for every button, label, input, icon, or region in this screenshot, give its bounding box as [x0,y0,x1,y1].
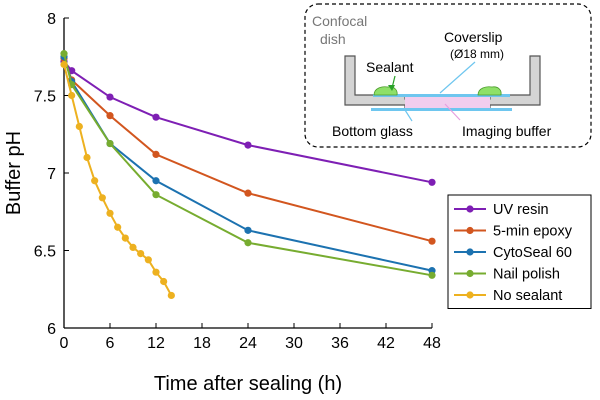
sealant-arrowhead [388,85,395,91]
bottom-glass-label: Bottom glass [332,123,413,139]
legend-label: Nail polish [493,267,560,283]
coverslip-size-label: (Ø18 mm) [450,47,504,61]
bottom-glass-pointer [404,109,413,122]
data-point [129,243,137,251]
data-point [152,150,160,158]
y-tick-label: 8 [47,11,56,28]
data-point [83,153,91,162]
data-point [75,122,83,131]
data-point [244,189,252,197]
imaging-buffer-shape [405,96,490,108]
data-point [60,50,68,58]
dish-label-line2: dish [320,31,346,47]
legend-item: 5-min epoxy [454,224,573,240]
series-no-sealant [60,60,175,300]
data-point [98,194,106,202]
series-layer [60,50,436,300]
data-point [114,223,122,231]
sealant-label: Sealant [366,59,414,75]
x-tick-label: 18 [193,335,211,352]
data-point [106,112,114,120]
legend-swatch-marker [466,226,474,235]
legend-label: No sealant [493,288,562,304]
data-point [428,178,436,186]
legend-item: No sealant [454,288,562,304]
coverslip-label: Coverslip [444,29,503,45]
legend-swatch-marker [466,269,474,278]
x-tick-label: 48 [423,335,441,352]
data-point [160,277,168,286]
data-point [106,93,114,101]
x-tick-label: 30 [285,335,303,352]
legend-swatch-marker [466,205,474,213]
x-tick-label: 0 [60,335,69,352]
legend-label: UV resin [493,202,549,218]
x-tick-label: 6 [106,335,115,352]
inset-schematic: Confocal dish Coverslip (Ø18 mm) Sealant… [304,3,592,148]
series-line [63,53,433,277]
legend-label: CytoSeal 60 [493,245,572,261]
coverslip-shape [373,94,510,97]
data-point [152,268,160,276]
legend: UV resin 5-min epoxy CytoSeal 60 Nail polis… [447,194,592,309]
data-point [137,250,145,258]
legend-items: UV resin 5-min epoxy CytoSeal 60 Nail polis… [454,202,573,304]
data-point [91,177,99,185]
y-axis-label: Buffer pH [3,131,25,215]
coverslip-pointer [439,61,476,94]
legend-label: 5-min epoxy [493,224,573,240]
legend-swatch-marker [466,291,474,299]
data-point [152,191,160,199]
imaging-buffer-label: Imaging buffer [462,123,552,139]
sealant-right-shape [477,86,502,96]
y-tick-label: 7.5 [34,89,56,106]
dish-label-line1: Confocal [312,13,367,29]
data-point [106,209,114,217]
legend-item: Nail polish [454,267,560,283]
y-tick-label: 7 [47,166,56,183]
x-ticks: 0 6 12 18 24 30 36 42 48 [60,323,441,352]
data-point [428,271,436,279]
x-axis-label: Time after sealing (h) [154,373,342,395]
data-point [244,239,252,247]
y-tick-label: 6 [47,321,56,338]
data-point [68,91,76,100]
data-point [428,237,436,245]
data-point [244,141,252,149]
x-tick-label: 36 [331,335,349,352]
data-point [152,177,160,185]
y-ticks: 6 6.5 7 7.5 8 [34,11,69,338]
inset-frame [304,3,592,148]
data-point [167,291,175,300]
legend-item: CytoSeal 60 [454,245,572,261]
data-point [244,226,252,234]
imaging-buffer-pointer [444,103,461,121]
data-point [144,256,152,264]
legend-item: UV resin [454,202,549,218]
x-tick-label: 24 [239,335,257,352]
x-tick-label: 12 [147,335,165,352]
y-tick-label: 6.5 [34,244,56,261]
bottom-glass-shape [371,108,512,111]
data-point [106,139,114,148]
data-point [152,113,160,121]
series-nail-polish [60,50,436,279]
data-point [121,234,129,242]
data-point [60,60,68,69]
legend-swatch-marker [466,248,474,256]
x-tick-label: 42 [377,335,395,352]
